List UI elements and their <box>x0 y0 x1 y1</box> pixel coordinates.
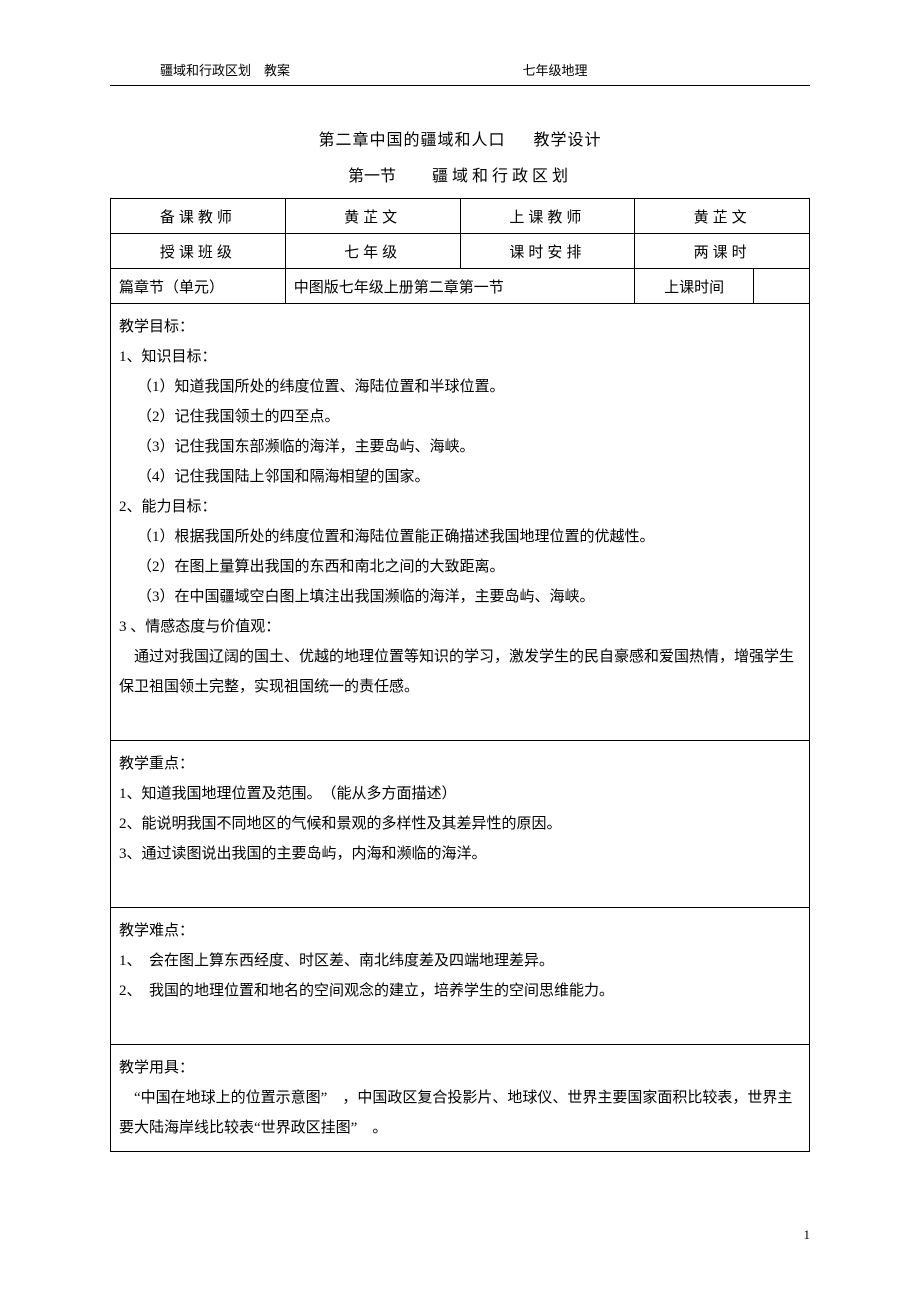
tools-label: 教学用具： <box>119 1053 801 1083</box>
header-left-text: 疆域和行政区划 教案 <box>160 60 290 79</box>
difficulty-item-2: 2、 我国的地理位置和地名的空间观念的建立，培养学生的空间思维能力。 <box>119 976 801 1006</box>
section-title: 第一节 疆域和行政区划 <box>110 162 810 186</box>
cell-chapter-value: 中图版七年级上册第二章第一节 <box>285 269 635 304</box>
table-row: 授课班级 七年级 课时安排 两课时 <box>111 234 810 269</box>
focus-item-1: 1、知道我国地理位置及范围。 （能从多方面描述） <box>119 779 801 809</box>
section-name: 疆域和行政区划 <box>432 168 572 185</box>
teaching-goals-box: 教学目标： 1、知识目标： （1）知道我国所处的纬度位置、海陆位置和半球位置。 … <box>110 304 810 741</box>
teaching-focus-box: 教学重点： 1、知道我国地理位置及范围。 （能从多方面描述） 2、能说明我国不同… <box>110 741 810 908</box>
info-table: 备课教师 黄芷文 上课教师 黄芷文 授课班级 七年级 课时安排 两课时 篇章节（… <box>110 198 810 304</box>
values-goal-text: 通过对我国辽阔的国土、优越的地理位置等知识的学习，激发学生的民自豪感和爱国热情，… <box>119 642 801 702</box>
focus-item-2: 2、能说明我国不同地区的气候和景观的多样性及其差异性的原因。 <box>119 809 801 839</box>
cell-time-value <box>754 269 810 304</box>
header-separator <box>110 85 810 86</box>
cell-class-label: 授课班级 <box>111 234 286 269</box>
ability-goal-2: （2）在图上量算出我国的东西和南北之间的大致距离。 <box>119 552 801 582</box>
difficulty-item-1: 1、 会在图上算东西经度、时区差、南北纬度差及四端地理差异。 <box>119 946 801 976</box>
ability-goal-3: （3）在中国疆域空白图上填注出我国濒临的海洋，主要岛屿、海峡。 <box>119 582 801 612</box>
page-number: 1 <box>804 1227 811 1243</box>
cell-prep-teacher-value: 黄芷文 <box>285 199 460 234</box>
chapter-title-right: 教学设计 <box>534 132 602 149</box>
section-number: 第一节 <box>348 162 396 186</box>
cell-period-value: 两课时 <box>635 234 810 269</box>
cell-class-teacher-value: 黄芷文 <box>635 199 810 234</box>
ability-goals-label: 2、能力目标： <box>119 492 801 522</box>
table-row: 备课教师 黄芷文 上课教师 黄芷文 <box>111 199 810 234</box>
cell-chapter-label: 篇章节（单元） <box>111 269 286 304</box>
cell-period-label: 课时安排 <box>460 234 635 269</box>
header-right-text: 七年级地理 <box>290 60 760 79</box>
goals-label: 教学目标： <box>119 312 801 342</box>
cell-prep-teacher-label: 备课教师 <box>111 199 286 234</box>
knowledge-goal-3: （3）记住我国东部濒临的海洋，主要岛屿、海峡。 <box>119 432 801 462</box>
knowledge-goal-1: （1）知道我国所处的纬度位置、海陆位置和半球位置。 <box>119 372 801 402</box>
focus-item-1b: （能从多方面描述） <box>329 786 457 802</box>
cell-time-label: 上课时间 <box>635 269 754 304</box>
tools-text-tail: 。 <box>372 1113 387 1143</box>
focus-label: 教学重点： <box>119 749 801 779</box>
running-header: 疆域和行政区划 教案 七年级地理 <box>110 60 810 85</box>
cell-class-value: 七年级 <box>285 234 460 269</box>
teaching-difficulty-box: 教学难点： 1、 会在图上算东西经度、时区差、南北纬度差及四端地理差异。 2、 … <box>110 908 810 1045</box>
focus-item-1a: 1、知道我国地理位置及范围。 <box>119 786 314 802</box>
knowledge-goal-2: （2）记住我国领土的四至点。 <box>119 402 801 432</box>
table-row: 篇章节（单元） 中图版七年级上册第二章第一节 上课时间 <box>111 269 810 304</box>
values-goals-label: 3 、情感态度与价值观： <box>119 612 801 642</box>
tools-text: “中国在地球上的位置示意图” ，中国政区复合投影片、地球仪、世界主要国家面积比较… <box>119 1083 801 1143</box>
focus-item-3: 3、通过读图说出我国的主要岛屿，内海和濒临的海洋。 <box>119 839 801 869</box>
knowledge-goal-4: （4）记住我国陆上邻国和隔海相望的国家。 <box>119 462 801 492</box>
chapter-title: 第二章中国的疆域和人口 教学设计 <box>110 126 810 150</box>
knowledge-goals-label: 1、知识目标： <box>119 342 801 372</box>
ability-goal-1: （1）根据我国所处的纬度位置和海陆位置能正确描述我国地理位置的优越性。 <box>119 522 801 552</box>
difficulty-label: 教学难点： <box>119 916 801 946</box>
tools-text-main: “中国在地球上的位置示意图” ，中国政区复合投影片、地球仪、世界主要国家面积比较… <box>119 1090 792 1136</box>
document-page: 疆域和行政区划 教案 七年级地理 第二章中国的疆域和人口 教学设计 第一节 疆域和… <box>0 0 920 1303</box>
chapter-title-left: 第二章中国的疆域和人口 <box>318 132 505 149</box>
teaching-tools-box: 教学用具： “中国在地球上的位置示意图” ，中国政区复合投影片、地球仪、世界主要… <box>110 1045 810 1152</box>
cell-class-teacher-label: 上课教师 <box>460 199 635 234</box>
